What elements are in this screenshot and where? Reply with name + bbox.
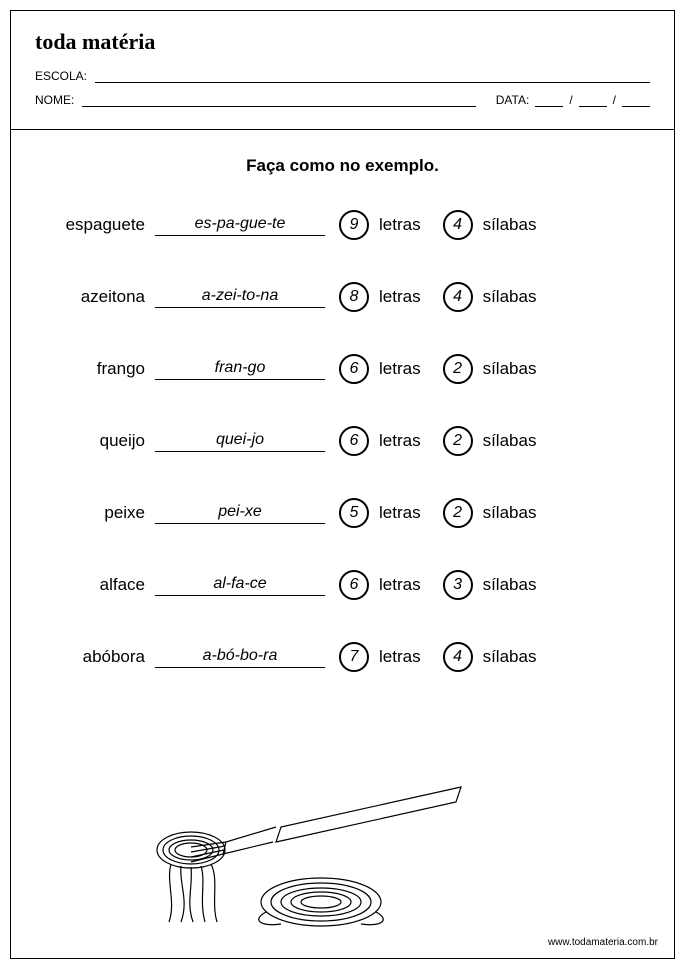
- letras-label: letras: [379, 503, 421, 523]
- letras-label: letras: [379, 287, 421, 307]
- letras-label: letras: [379, 431, 421, 451]
- word-cell: alface: [47, 575, 155, 595]
- syllable-line[interactable]: al-fa-ce: [155, 575, 325, 596]
- table-row: alface al-fa-ce 6 letras 3 sílabas: [47, 570, 638, 600]
- syllables-circle[interactable]: 4: [443, 642, 473, 672]
- letters-circle[interactable]: 8: [339, 282, 369, 312]
- word-cell: azeitona: [47, 287, 155, 307]
- spaghetti-fork-icon: [131, 772, 471, 932]
- letters-circle[interactable]: 6: [339, 426, 369, 456]
- syllable-line[interactable]: pei-xe: [155, 503, 325, 524]
- escola-label: ESCOLA:: [35, 69, 87, 83]
- table-row: abóbora a-bó-bo-ra 7 letras 4 sílabas: [47, 642, 638, 672]
- silabas-label: sílabas: [483, 287, 537, 307]
- date-day-line[interactable]: [535, 93, 563, 107]
- word-cell: queijo: [47, 431, 155, 451]
- syllables-circle[interactable]: 2: [443, 354, 473, 384]
- word-cell: frango: [47, 359, 155, 379]
- syllables-circle[interactable]: 2: [443, 498, 473, 528]
- header: toda matéria ESCOLA: NOME: DATA: / /: [11, 11, 674, 130]
- letras-label: letras: [379, 647, 421, 667]
- escola-field-row: ESCOLA:: [35, 69, 650, 83]
- brand-logo: toda matéria: [35, 29, 650, 55]
- syllable-line[interactable]: a-bó-bo-ra: [155, 647, 325, 668]
- letters-circle[interactable]: 6: [339, 354, 369, 384]
- silabas-label: sílabas: [483, 359, 537, 379]
- silabas-label: sílabas: [483, 647, 537, 667]
- letras-label: letras: [379, 359, 421, 379]
- silabas-label: sílabas: [483, 503, 537, 523]
- date-year-line[interactable]: [622, 93, 650, 107]
- silabas-label: sílabas: [483, 575, 537, 595]
- table-row: azeitona a-zei-to-na 8 letras 4 sílabas: [47, 282, 638, 312]
- syllable-line[interactable]: quei-jo: [155, 431, 325, 452]
- letters-circle[interactable]: 9: [339, 210, 369, 240]
- letters-circle[interactable]: 6: [339, 570, 369, 600]
- instruction-text: Faça como no exemplo.: [47, 156, 638, 176]
- word-cell: espaguete: [47, 215, 155, 235]
- syllable-line[interactable]: a-zei-to-na: [155, 287, 325, 308]
- footer-url: www.todamateria.com.br: [548, 937, 658, 948]
- nome-data-row: NOME: DATA: / /: [35, 93, 650, 107]
- data-label: DATA:: [496, 93, 530, 107]
- letras-label: letras: [379, 575, 421, 595]
- letters-circle[interactable]: 7: [339, 642, 369, 672]
- content: Faça como no exemplo. espaguete es-pa-gu…: [11, 130, 674, 672]
- letters-circle[interactable]: 5: [339, 498, 369, 528]
- table-row: espaguete es-pa-gue-te 9 letras 4 sílaba…: [47, 210, 638, 240]
- date-sep-2: /: [613, 93, 616, 107]
- syllable-line[interactable]: fran-go: [155, 359, 325, 380]
- date-month-line[interactable]: [579, 93, 607, 107]
- word-cell: peixe: [47, 503, 155, 523]
- syllables-circle[interactable]: 4: [443, 210, 473, 240]
- date-sep-1: /: [569, 93, 572, 107]
- silabas-label: sílabas: [483, 215, 537, 235]
- word-cell: abóbora: [47, 647, 155, 667]
- worksheet-page: toda matéria ESCOLA: NOME: DATA: / / Faç…: [10, 10, 675, 959]
- nome-label: NOME:: [35, 93, 74, 107]
- syllables-circle[interactable]: 4: [443, 282, 473, 312]
- table-row: peixe pei-xe 5 letras 2 sílabas: [47, 498, 638, 528]
- silabas-label: sílabas: [483, 431, 537, 451]
- table-row: queijo quei-jo 6 letras 2 sílabas: [47, 426, 638, 456]
- table-row: frango fran-go 6 letras 2 sílabas: [47, 354, 638, 384]
- syllables-circle[interactable]: 2: [443, 426, 473, 456]
- syllable-line[interactable]: es-pa-gue-te: [155, 215, 325, 236]
- date-group: DATA: / /: [496, 93, 650, 107]
- escola-input-line[interactable]: [95, 69, 650, 83]
- nome-input-line[interactable]: [82, 93, 475, 107]
- syllables-circle[interactable]: 3: [443, 570, 473, 600]
- letras-label: letras: [379, 215, 421, 235]
